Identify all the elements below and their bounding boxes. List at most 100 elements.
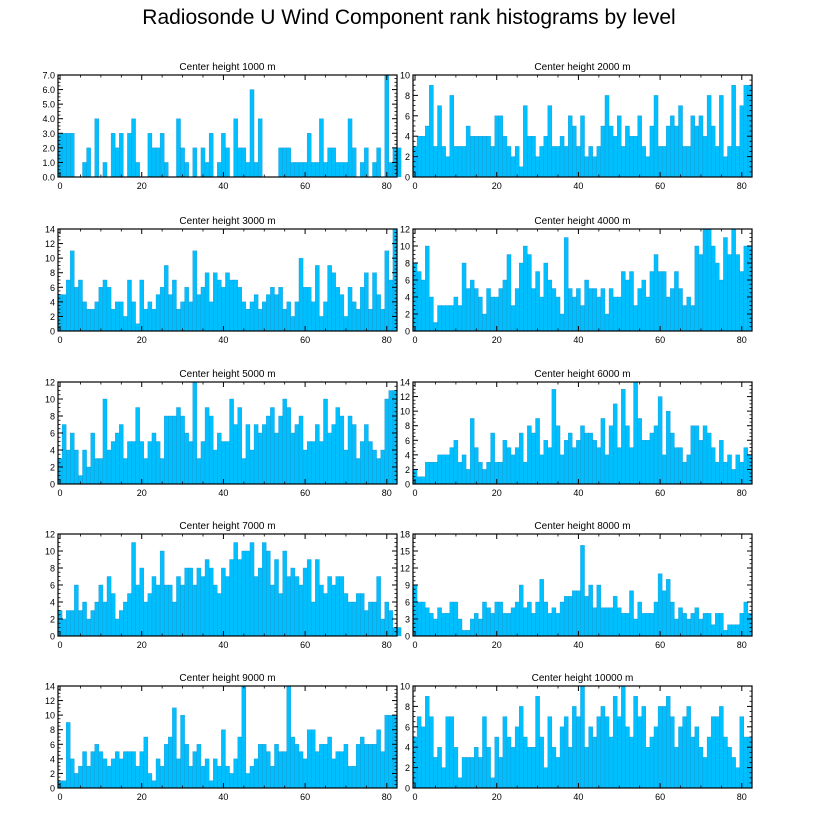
histogram-bar xyxy=(416,716,422,789)
x-tick-label: 60 xyxy=(300,335,310,345)
histogram-bar xyxy=(119,424,124,485)
histogram-bar xyxy=(286,576,291,637)
y-tick-label: 0 xyxy=(405,327,410,337)
histogram-bar xyxy=(710,125,716,178)
histogram-bar xyxy=(327,147,332,178)
y-tick-label: 6 xyxy=(405,276,410,286)
histogram-bar xyxy=(710,716,716,789)
histogram-bar xyxy=(555,296,561,332)
histogram-bar xyxy=(70,250,75,332)
histogram-bar xyxy=(139,567,144,637)
histogram-bar xyxy=(465,757,471,789)
y-tick-label: 8 xyxy=(50,412,55,422)
histogram-bar xyxy=(253,294,259,332)
histogram-bar xyxy=(245,550,251,637)
histogram-bar xyxy=(204,162,210,178)
x-tick-label: 0 xyxy=(413,181,418,191)
histogram-bar xyxy=(331,424,336,485)
histogram-bar xyxy=(710,447,716,485)
histogram-bar xyxy=(588,288,593,332)
y-tick-label: 0 xyxy=(50,327,55,337)
histogram-bar xyxy=(596,584,602,637)
x-tick-label: 60 xyxy=(300,181,310,191)
histogram-bar xyxy=(110,308,116,332)
histogram-bar xyxy=(527,425,532,485)
histogram-bar xyxy=(102,398,108,485)
histogram-bar xyxy=(666,696,671,789)
y-tick-label: 9 xyxy=(405,581,410,591)
histogram-bar xyxy=(319,441,324,485)
histogram-bar xyxy=(360,441,365,485)
x-tick-label: 20 xyxy=(492,792,502,802)
histogram-bar xyxy=(327,265,332,332)
x-tick-label: 80 xyxy=(382,792,392,802)
histogram-bar xyxy=(262,301,267,332)
histogram-bar xyxy=(306,729,312,789)
histogram-bar xyxy=(106,576,112,637)
histogram-bar xyxy=(339,751,345,789)
histogram-bar xyxy=(719,706,724,789)
histogram-bar xyxy=(364,147,369,178)
histogram-bar xyxy=(102,162,108,178)
x-tick-label: 20 xyxy=(137,640,147,650)
histogram-bar xyxy=(678,726,683,789)
histogram-bar xyxy=(670,601,675,637)
histogram-bar xyxy=(323,398,328,485)
histogram-bar xyxy=(315,265,320,332)
histogram-bar xyxy=(61,133,67,178)
histogram-bar xyxy=(119,758,124,789)
y-tick-label: 12 xyxy=(400,392,410,402)
histogram-bar xyxy=(94,301,100,332)
histogram-bar xyxy=(257,118,263,178)
histogram-bar xyxy=(543,440,548,485)
histogram-bar xyxy=(257,432,263,485)
histogram-bar xyxy=(180,301,185,332)
histogram-bar xyxy=(706,432,712,485)
histogram-bar xyxy=(580,545,585,637)
histogram-bar xyxy=(731,757,736,789)
histogram-bar xyxy=(702,757,708,789)
x-tick-label: 40 xyxy=(573,335,583,345)
histogram-bar xyxy=(102,279,108,332)
histogram-bar xyxy=(514,601,520,637)
histogram-bar xyxy=(568,432,573,485)
y-tick-label: 4 xyxy=(50,446,55,456)
y-tick-label: 6 xyxy=(50,581,55,591)
histogram-bar xyxy=(547,105,553,178)
histogram-bar xyxy=(523,461,528,485)
histogram-bar xyxy=(649,613,655,637)
x-tick-label: 80 xyxy=(737,335,747,345)
histogram-bar xyxy=(637,601,642,637)
histogram-bar xyxy=(600,418,606,485)
x-tick-label: 0 xyxy=(58,181,63,191)
histogram-bar xyxy=(176,576,181,637)
histogram-bar xyxy=(143,736,149,789)
histogram-bar xyxy=(274,294,279,332)
histogram-bar xyxy=(478,618,483,637)
histogram-bar xyxy=(98,287,104,332)
y-tick-label: 0 xyxy=(50,480,55,490)
x-tick-label: 40 xyxy=(573,792,583,802)
x-tick-label: 40 xyxy=(573,488,583,498)
histogram-bar xyxy=(290,162,296,178)
histogram-bar xyxy=(551,146,557,178)
y-tick-label: 8 xyxy=(405,702,410,712)
histogram-bar xyxy=(633,136,638,178)
histogram-bar xyxy=(535,696,540,789)
histogram-bar xyxy=(731,228,736,332)
y-tick-label: 2 xyxy=(50,615,55,625)
histogram-bar xyxy=(61,618,67,637)
y-tick-label: 10 xyxy=(45,254,55,264)
y-tick-label: 10 xyxy=(400,407,410,417)
histogram-bar xyxy=(119,610,124,637)
page-title: Radiosonde U Wind Component rank histogr… xyxy=(142,6,676,29)
histogram-bar xyxy=(743,85,749,178)
histogram-bar xyxy=(139,441,144,485)
histogram-bar xyxy=(514,146,520,178)
histogram-bar xyxy=(519,706,524,789)
x-tick-label: 20 xyxy=(137,181,147,191)
histogram-bar xyxy=(690,115,695,178)
x-tick-label: 80 xyxy=(382,181,392,191)
histogram-bar xyxy=(106,287,112,332)
histogram-bar xyxy=(245,424,251,485)
